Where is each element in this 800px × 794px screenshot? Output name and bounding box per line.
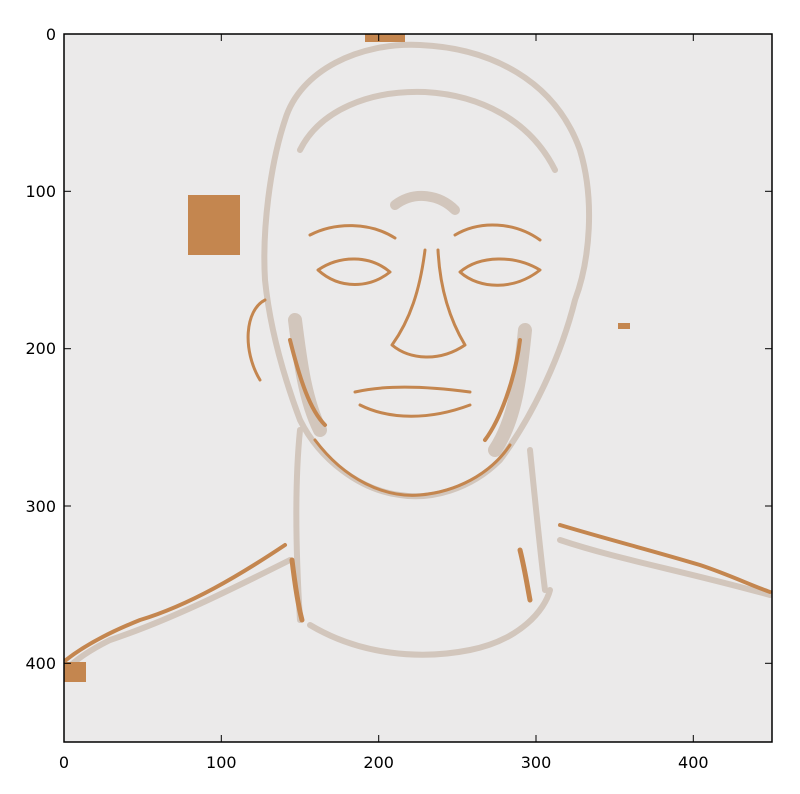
x-tick-label-400: 400 <box>678 753 709 772</box>
x-tick-label-0: 0 <box>59 753 69 772</box>
shoulder-left <box>64 557 293 673</box>
eyebrow-right <box>453 223 542 242</box>
x-tick-label-300: 300 <box>521 753 552 772</box>
shoulder-edge-left <box>64 543 287 662</box>
cheek-texture-left <box>288 338 327 427</box>
face-edge-image <box>64 34 772 682</box>
x-tick-labels: 0 100 200 300 400 <box>59 753 709 772</box>
mouth-lower <box>358 403 472 418</box>
ear-left <box>246 298 267 382</box>
hair-line <box>297 88 558 173</box>
light-edge-layer <box>64 41 772 673</box>
y-tick-label-300: 300 <box>25 497 56 516</box>
cheek-left <box>288 313 327 437</box>
right-side-speck <box>618 323 630 329</box>
x-axis <box>63 34 694 742</box>
eye-left <box>316 257 392 286</box>
shoulder-edge-right <box>558 523 772 594</box>
eyebrow-left <box>308 224 397 240</box>
shoulder-right <box>557 537 772 598</box>
y-axis <box>64 33 772 664</box>
x-tick-label-200: 200 <box>363 753 394 772</box>
strong-edge-blocks <box>64 34 630 682</box>
axes-frame <box>63 33 773 743</box>
forehead-patch <box>390 190 460 215</box>
eye-right <box>458 257 542 287</box>
cheek-right <box>488 323 532 457</box>
nose <box>390 248 467 359</box>
ear-patch-left <box>188 195 240 255</box>
hair-top-patch <box>365 34 405 42</box>
neck-right <box>527 447 548 593</box>
strong-edge-layer <box>64 223 772 662</box>
collar <box>307 587 553 658</box>
neck-shadow-left <box>289 557 305 623</box>
y-tick-labels: 0 100 200 300 400 <box>25 25 56 673</box>
y-tick-label-400: 400 <box>25 654 56 673</box>
head-outline <box>261 41 593 500</box>
jawline <box>313 438 512 497</box>
x-tick-label-100: 100 <box>206 753 237 772</box>
y-tick-label-200: 200 <box>25 339 56 358</box>
y-tick-label-100: 100 <box>25 182 56 201</box>
cheek-texture-right <box>483 338 522 442</box>
bottom-left-patch <box>64 662 86 682</box>
mouth-upper <box>353 385 472 394</box>
neck-shadow-right <box>517 547 533 603</box>
y-tick-label-0: 0 <box>46 25 56 44</box>
